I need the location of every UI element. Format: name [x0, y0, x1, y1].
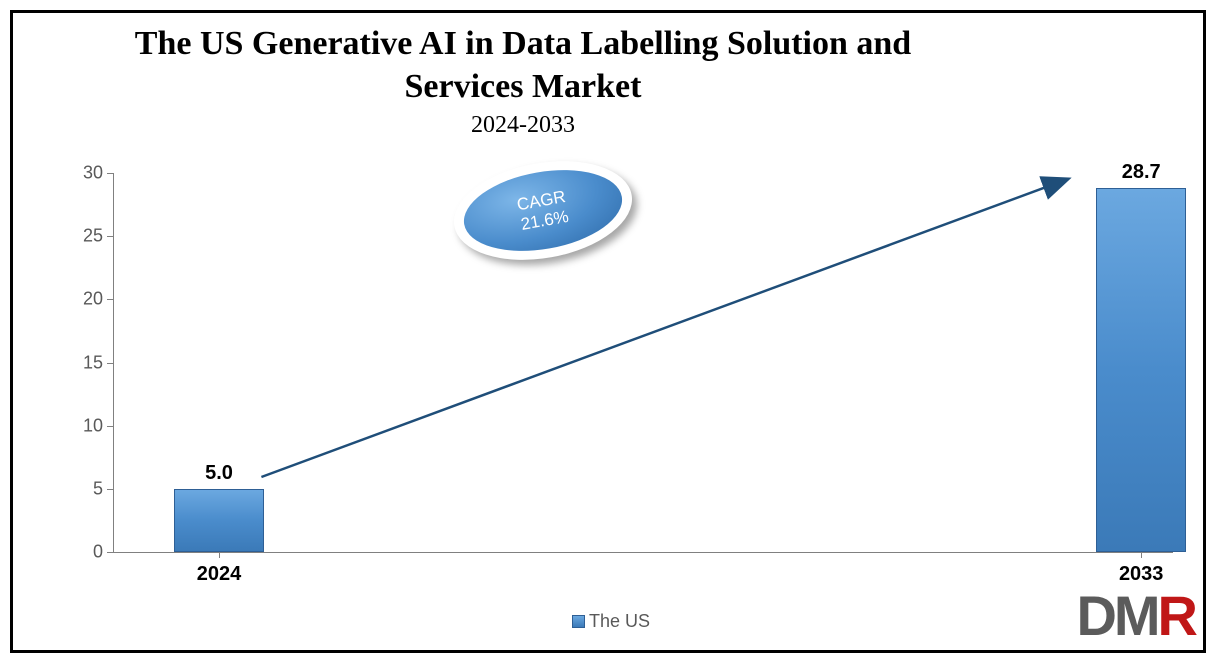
y-tick [107, 236, 113, 237]
logo-letter-r: R [1158, 584, 1195, 647]
x-axis [113, 552, 1173, 553]
y-tick [107, 552, 113, 553]
legend-swatch [572, 615, 585, 628]
dmr-logo: DMR [1076, 588, 1195, 644]
chart-subtitle: 2024-2033 [73, 112, 973, 139]
x-tick [1141, 552, 1142, 558]
y-tick [107, 173, 113, 174]
x-tick [219, 552, 220, 558]
legend-label: The US [589, 611, 650, 631]
y-tick-label: 20 [63, 289, 103, 310]
cagr-badge: CAGR 21.6% [453, 163, 633, 258]
y-tick-label: 10 [63, 416, 103, 437]
y-tick [107, 426, 113, 427]
x-tick-label: 2024 [197, 563, 242, 586]
growth-arrow [113, 173, 1173, 553]
chart-frame: The US Generative AI in Data Labelling S… [10, 10, 1206, 653]
legend: The US [13, 611, 1209, 632]
bar-2033 [1096, 188, 1186, 552]
y-tick-label: 25 [63, 226, 103, 247]
plot-region: 0 5 10 15 20 25 30 5.0 28.7 2024 2033 [113, 173, 1173, 553]
logo-letter-d: D [1076, 584, 1113, 647]
bar-value-label: 28.7 [1122, 161, 1161, 184]
y-tick [107, 299, 113, 300]
y-tick-label: 30 [63, 163, 103, 184]
chart-title-line2: Services Market [73, 66, 973, 109]
y-tick-label: 5 [63, 479, 103, 500]
logo-letter-m: M [1114, 584, 1158, 647]
bar-value-label: 5.0 [205, 462, 233, 485]
y-tick [107, 489, 113, 490]
chart-title-line1: The US Generative AI in Data Labelling S… [73, 23, 973, 66]
y-tick [107, 363, 113, 364]
y-tick-label: 15 [63, 353, 103, 374]
bar-2024 [174, 489, 264, 552]
y-tick-label: 0 [63, 542, 103, 563]
x-tick-label: 2033 [1119, 563, 1164, 586]
title-block: The US Generative AI in Data Labelling S… [73, 23, 973, 139]
y-axis [113, 173, 114, 553]
